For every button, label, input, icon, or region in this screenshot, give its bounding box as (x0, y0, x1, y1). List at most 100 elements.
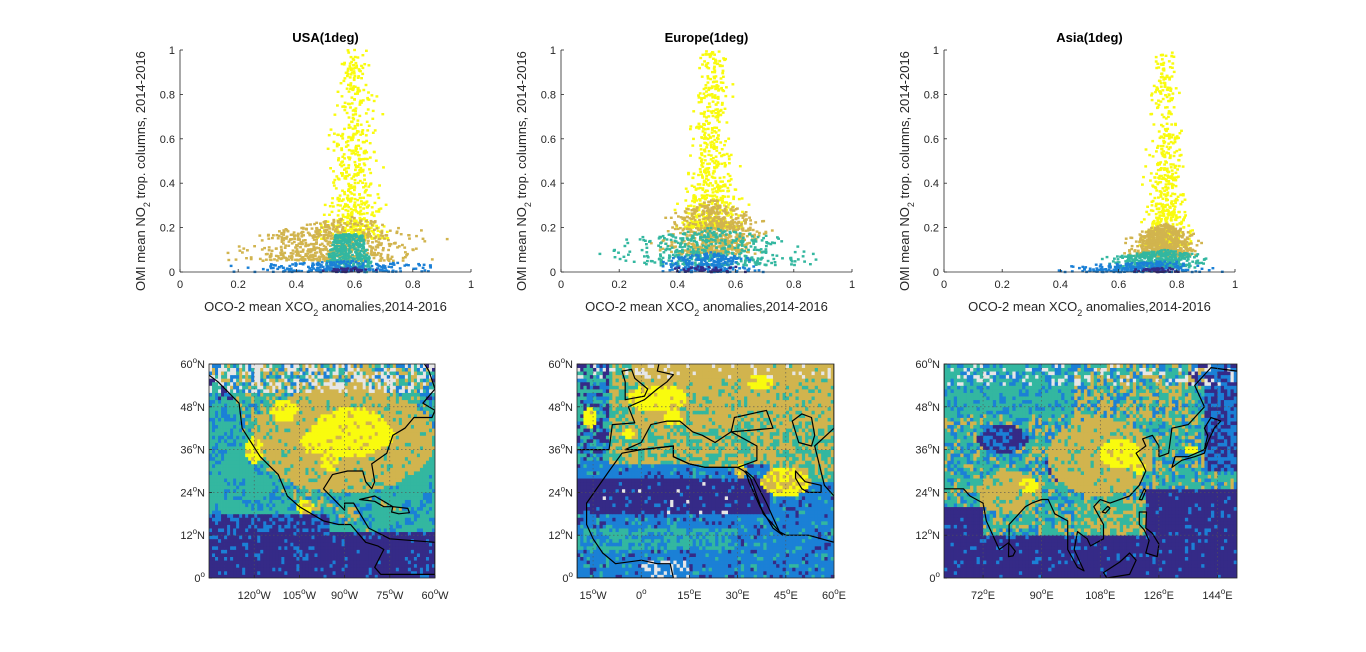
scatter-point (293, 237, 297, 241)
scatter-point (353, 98, 356, 101)
scatter-point (1154, 102, 1158, 105)
scatter-point (748, 226, 752, 229)
scatter-point (666, 244, 670, 248)
scatter-point (700, 260, 703, 264)
scatter-point (764, 263, 768, 267)
scatter-point (1164, 222, 1168, 225)
scatter-point (357, 171, 360, 175)
scatter-point (706, 81, 710, 84)
scatter-point (643, 261, 646, 264)
scatter-point (711, 268, 715, 271)
scatter-point (308, 251, 312, 254)
scatter-point (377, 238, 381, 241)
scatter-point (361, 132, 365, 135)
scatter-point (288, 255, 291, 258)
scatter-point (327, 232, 331, 235)
scatter-point (299, 258, 302, 261)
scatter-point (354, 168, 357, 172)
scatter-point (700, 266, 703, 269)
scatter-point (703, 131, 707, 134)
scatter-point (354, 147, 358, 151)
scatter-point (678, 245, 682, 249)
scatter-point (702, 179, 706, 182)
scatter-point (1167, 152, 1170, 155)
scatter-point (1151, 199, 1155, 203)
scatter-point (404, 251, 407, 254)
scatter-point (691, 226, 694, 229)
scatter-point (355, 240, 359, 244)
scatter-point (718, 176, 722, 180)
scatter-point (292, 269, 296, 272)
scatter-point (730, 226, 733, 229)
scatter-point (318, 243, 322, 247)
scatter-point (740, 248, 744, 252)
scatter-point (714, 75, 718, 78)
scatter-point (346, 214, 350, 218)
scatter-point (699, 227, 703, 230)
scatter-point (727, 236, 731, 239)
scatter-point (343, 255, 347, 258)
scatter-point (710, 222, 714, 226)
scatter-point (352, 233, 356, 236)
scatter-point (723, 184, 726, 188)
scatter-point (698, 183, 702, 186)
scatter-point (720, 201, 724, 204)
scatter-point (320, 226, 323, 229)
scatter-point (1162, 205, 1166, 209)
scatter-point (1157, 223, 1160, 226)
scatter-point (1163, 84, 1167, 87)
scatter-point (1174, 201, 1177, 205)
scatter-point (708, 224, 712, 228)
scatter-point (1165, 106, 1169, 109)
scatter-point (775, 254, 779, 257)
scatter-point (1183, 210, 1187, 214)
scatter-point (677, 253, 681, 257)
scatter-point (371, 241, 374, 244)
scatter-point (1167, 211, 1171, 215)
scatter-point (336, 104, 339, 107)
scatter-point (267, 249, 271, 252)
scatter-point (1167, 60, 1171, 63)
scatter-point (311, 259, 315, 262)
scatter-point (696, 265, 700, 268)
scatter-point (744, 220, 747, 224)
scatter-point (718, 229, 721, 232)
scatter-point (707, 153, 711, 157)
scatter-point (762, 250, 766, 253)
scatter-point (386, 257, 390, 260)
scatter-point (681, 229, 685, 232)
scatter-point (687, 268, 691, 271)
scatter-point (725, 226, 729, 229)
scatter-point (736, 250, 740, 253)
scatter-point (351, 253, 354, 257)
scatter-point (335, 226, 339, 229)
scatter-point (1186, 249, 1189, 253)
scatter-point (335, 227, 338, 231)
scatter-point (702, 251, 706, 255)
scatter-point (376, 233, 380, 237)
scatter-point (364, 268, 368, 271)
scatter-point (717, 222, 721, 225)
scatter-point (337, 209, 341, 212)
scatter-point (687, 259, 691, 263)
scatter-point (340, 134, 344, 137)
scatter-point (338, 256, 342, 260)
scatter-point (336, 229, 340, 232)
scatter-point (1160, 72, 1164, 75)
scatter-point (689, 246, 693, 249)
scatter-point (1157, 221, 1161, 225)
scatter-point (333, 268, 337, 271)
scatter-point (726, 186, 730, 190)
scatter-point (712, 233, 715, 237)
scatter-point (374, 268, 378, 272)
scatter-point (342, 79, 346, 83)
scatter-point (269, 252, 273, 255)
scatter-point (313, 249, 317, 252)
scatter-point (1167, 176, 1170, 179)
scatter-point (703, 229, 707, 232)
scatter-point (689, 127, 692, 131)
scatter-point (638, 238, 642, 241)
scatter-point (705, 174, 709, 178)
scatter-point (721, 221, 725, 225)
scatter-point (300, 226, 304, 230)
